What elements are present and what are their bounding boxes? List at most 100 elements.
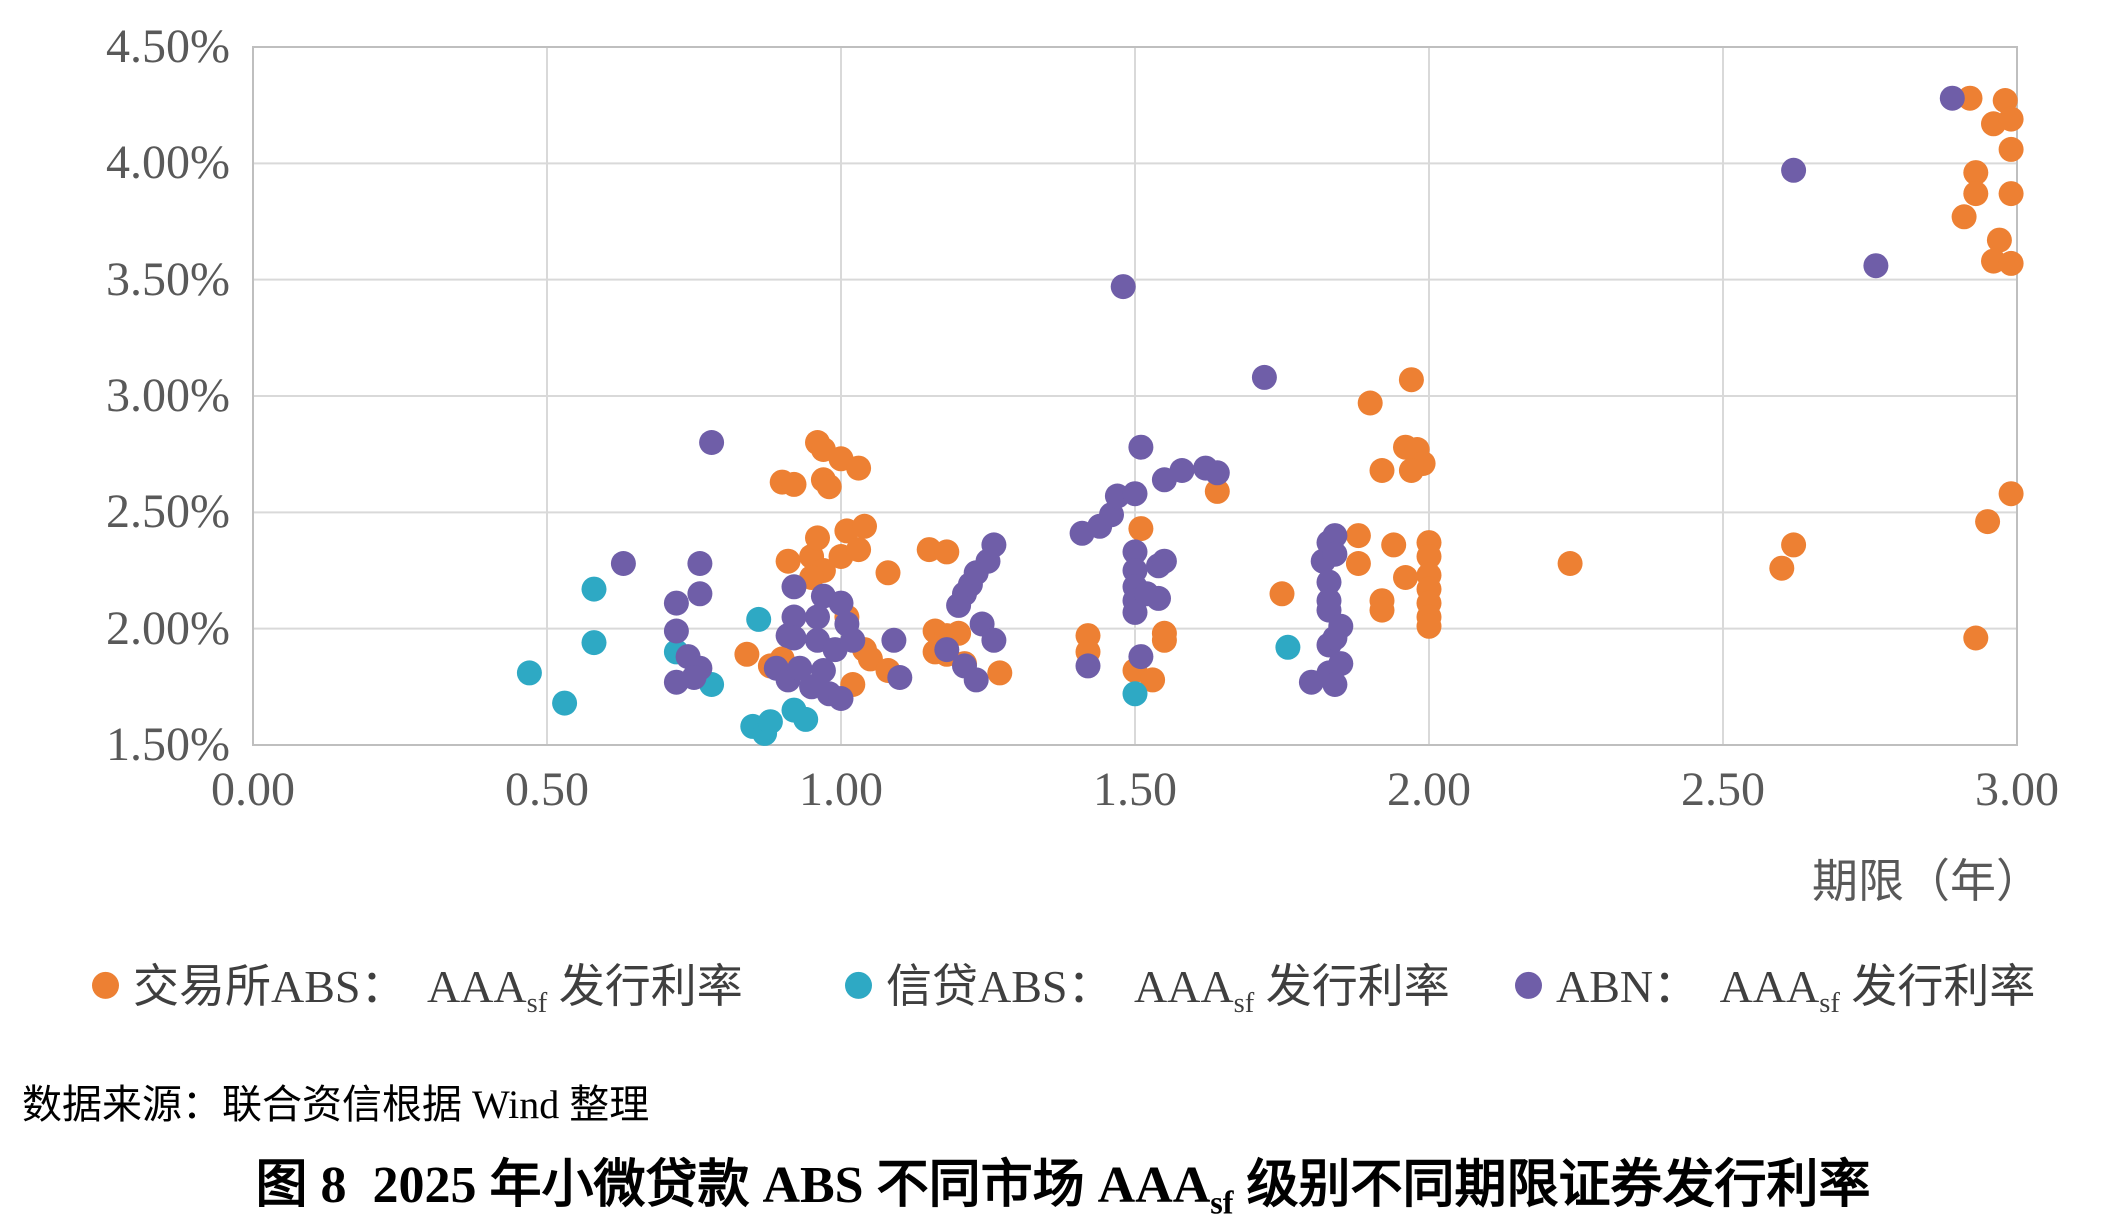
data-point-credit-abs [746,606,772,632]
data-point-exchange-abs [857,646,883,672]
figure-title: 图 8 2025 年小微贷款 ABS 不同市场 AAAsf 级别不同期限证券发行… [0,1142,2126,1221]
data-point-abn [805,604,830,630]
data-point-abn [1128,434,1154,460]
data-point-abn [981,627,1007,653]
legend-label-abn: ABN： AAAsf 发行利率 [1556,960,2036,1020]
data-point-abn [1122,599,1148,625]
data-point-exchange-abs [1975,509,2001,535]
data-point-abn [1328,613,1354,639]
data-point-exchange-abs [1998,106,2024,132]
data-point-exchange-abs [1963,160,1989,186]
x-tick-label: 1.50 [1093,763,1177,816]
data-point-exchange-abs [775,548,801,574]
data-point-exchange-abs [1951,204,1977,230]
data-point-credit-abs [581,576,607,602]
data-point-abn [1128,644,1154,670]
data-point-exchange-abs [852,513,877,539]
data-point-credit-abs [1275,634,1301,660]
data-point-abn [781,604,807,630]
y-tick-label: 3.00% [106,369,230,422]
data-point-abn [1316,569,1342,595]
data-point-exchange-abs [1369,597,1395,623]
data-point-exchange-abs [1416,613,1442,639]
data-point-exchange-abs [1781,532,1807,558]
data-point-abn [1122,539,1148,565]
data-point-exchange-abs [805,525,830,551]
data-point-abn [1328,651,1354,677]
legend-item-abn: ABN： AAAsf 发行利率 [1515,950,2035,1020]
data-point-exchange-abs [1204,478,1230,504]
data-point-abn [810,658,836,683]
x-tick-label: 0.00 [211,763,295,816]
data-point-credit-abs [793,706,819,732]
data-point-exchange-abs [1963,181,1989,207]
data-point-exchange-abs [846,455,872,481]
legend-item-credit-abs: 信贷ABS： AAAsf 发行利率 [845,950,1450,1020]
data-point-exchange-abs [1998,136,2024,162]
y-tick-label: 2.00% [106,601,230,655]
data-point-exchange-abs [1345,551,1371,576]
y-tick-label: 2.50% [106,485,230,539]
data-point-abn [663,618,689,644]
figure-title-suffix: 级别不同期限证券发行利率 [1233,1157,1871,1214]
x-tick-label: 2.00 [1387,763,1471,816]
data-point-abn [1322,523,1348,549]
data-point-abn [1939,85,1965,111]
data-point-exchange-abs [734,641,760,667]
data-point-abn [934,637,960,663]
data-point-abn [787,655,813,681]
data-point-credit-abs [1122,681,1148,707]
y-tick-label: 1.50% [106,718,230,771]
legend-marker-abn [1515,971,1542,999]
data-point-exchange-abs [1957,85,1983,111]
data-point-abn [1251,364,1277,390]
data-source-note: 数据来源：联合资信根据 Wind 整理 [22,1082,650,1127]
figure-title-subscript: sf [1210,1184,1234,1221]
data-point-abn [1322,672,1348,697]
data-point-exchange-abs [934,539,960,565]
data-point-abn [1110,274,1136,300]
data-point-exchange-abs [1416,544,1442,569]
data-point-abn [1169,458,1195,483]
y-tick-label: 4.00% [106,136,230,190]
data-point-abn [881,627,907,653]
data-point-exchange-abs [1151,627,1177,653]
x-tick-label: 0.50 [505,763,589,816]
x-tick-label: 2.50 [1681,763,1765,816]
data-point-abn [687,581,713,607]
x-axis-title: 期限（年） [1812,856,2042,907]
data-point-exchange-abs [1357,390,1383,416]
x-tick-label: 3.00 [1975,763,2059,816]
data-point-exchange-abs [1393,565,1418,590]
data-point-abn [699,430,725,455]
data-point-exchange-abs [1769,555,1795,581]
data-point-abn [1781,157,1807,183]
data-point-abn [963,667,989,693]
data-point-credit-abs [581,630,607,656]
data-point-abn [1122,481,1148,507]
x-tick-label: 1.00 [799,763,883,816]
data-point-credit-abs [757,709,783,735]
data-point-credit-abs [552,690,578,716]
data-point-exchange-abs [1557,551,1583,576]
data-point-exchange-abs [1128,516,1154,542]
data-point-exchange-abs [987,660,1013,686]
data-point-abn [828,590,854,616]
data-point-exchange-abs [781,471,807,497]
data-point-credit-abs [516,660,542,686]
data-point-abn [687,551,713,576]
data-point-abn [840,627,866,653]
figure-title-prefix: 图 8 2025 年小微贷款 ABS 不同市场 AAA [255,1157,1211,1214]
data-point-abn [1322,541,1348,567]
data-point-abn [610,551,636,576]
plot-area-border [252,46,2018,746]
data-point-abn [828,686,854,711]
data-point-abn [781,574,807,600]
data-point-abn [1146,585,1171,611]
data-point-exchange-abs [1269,581,1295,607]
data-point-exchange-abs [816,474,842,500]
data-point-abn [663,590,689,616]
data-point-abn [1863,253,1889,279]
